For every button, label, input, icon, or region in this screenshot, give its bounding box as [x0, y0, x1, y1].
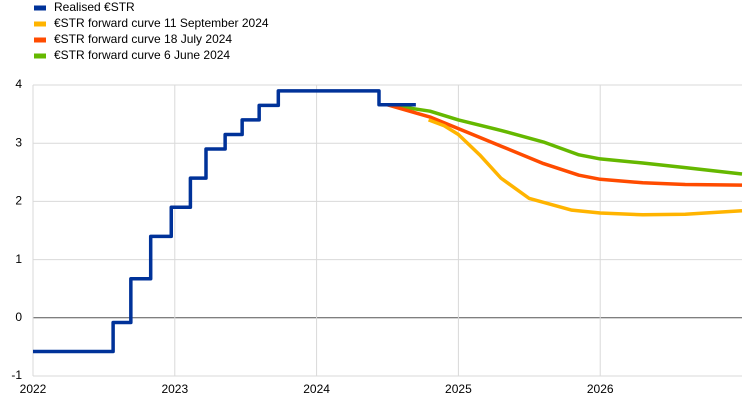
y-tick-label: 2 — [15, 194, 22, 208]
legend-swatch — [34, 21, 46, 27]
y-tick-label: 1 — [15, 252, 22, 266]
y-tick-label: 3 — [15, 135, 22, 149]
x-tick-label: 2022 — [20, 382, 47, 396]
legend-label: Realised €STR — [54, 0, 135, 14]
x-tick-label: 2023 — [161, 382, 188, 396]
y-tick-label: 0 — [15, 310, 22, 324]
y-tick-label: -1 — [11, 368, 22, 382]
series-line — [33, 89, 416, 354]
legend-label: €STR forward curve 18 July 2024 — [54, 32, 232, 46]
legend-swatch — [34, 53, 46, 59]
x-tick-label: 2025 — [445, 382, 472, 396]
legend-label: €STR forward curve 6 June 2024 — [54, 48, 230, 62]
legend-swatch — [34, 37, 46, 43]
x-tick-label: 2024 — [303, 382, 330, 396]
y-tick-label: 4 — [15, 77, 22, 91]
series-line — [387, 103, 743, 176]
legend-label: €STR forward curve 11 September 2024 — [54, 16, 269, 30]
legend-swatch — [34, 5, 46, 11]
x-tick-label: 2026 — [587, 382, 614, 396]
series-line — [428, 118, 743, 217]
series-line — [387, 103, 743, 187]
